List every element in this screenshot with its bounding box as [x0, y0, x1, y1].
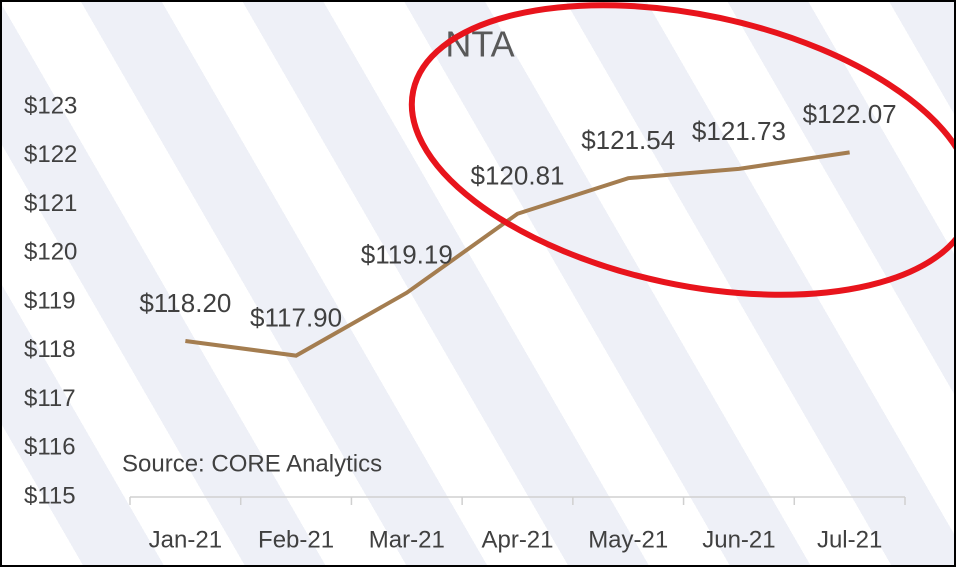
data-label: $118.20	[139, 288, 231, 318]
data-label: $122.07	[803, 99, 897, 129]
data-label: $120.81	[471, 161, 565, 191]
x-tick-label: Jan-21	[149, 526, 222, 553]
data-line	[185, 150, 850, 358]
x-tick-label: May-21	[588, 526, 668, 553]
y-tick-label: $123	[24, 92, 77, 119]
chart-title: NTA	[445, 24, 514, 65]
data-label: $117.90	[250, 303, 342, 333]
highlight-ellipse	[408, 2, 954, 298]
source-note: Source: CORE Analytics	[122, 450, 382, 477]
y-tick-label: $120	[24, 239, 77, 266]
data-label: $121.54	[581, 125, 675, 155]
x-tick-label: Jun-21	[702, 526, 775, 553]
x-tick-label: Apr-21	[481, 526, 553, 553]
data-label: $121.73	[692, 116, 786, 146]
y-tick-label: $119	[24, 287, 76, 314]
x-tick-label: Jul-21	[817, 526, 882, 553]
y-tick-label: $118	[24, 336, 76, 363]
data-label: $119.19	[361, 240, 453, 270]
y-tick-label: $117	[24, 385, 76, 412]
y-tick-label: $116	[24, 434, 76, 461]
y-tick-label: $122	[24, 141, 77, 168]
y-tick-label: $121	[24, 190, 77, 217]
x-tick-label: Feb-21	[258, 526, 334, 553]
y-tick-label: $115	[24, 482, 76, 509]
x-tick-label: Mar-21	[369, 526, 445, 553]
